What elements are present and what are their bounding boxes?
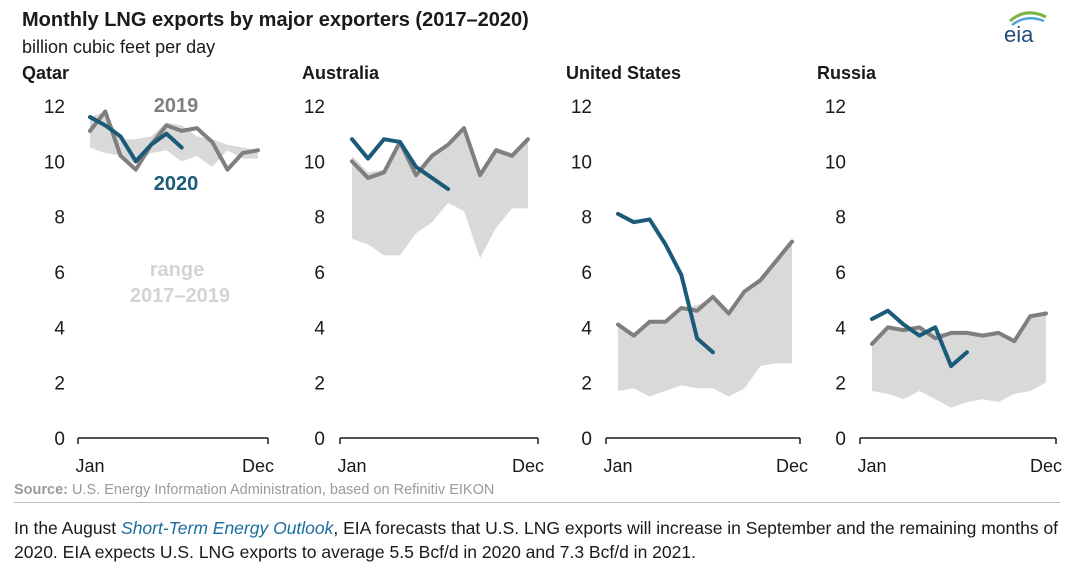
x-tick-label: Jan — [857, 456, 886, 476]
source-label: Source: — [14, 482, 68, 498]
label-range: range — [150, 259, 204, 281]
chart-title: Monthly LNG exports by major exporters (… — [22, 9, 529, 31]
y-tick-label: 10 — [304, 152, 325, 173]
y-tick-label: 12 — [44, 97, 65, 118]
y-tick-label: 4 — [54, 318, 65, 339]
label-range-years: 2017–2019 — [130, 285, 230, 307]
y-tick-label: 8 — [835, 208, 846, 229]
x-tick-label: Dec — [1030, 456, 1062, 476]
y-tick-label: 2 — [581, 374, 592, 395]
series-line-2020 — [350, 137, 450, 191]
y-tick-label: 2 — [314, 374, 325, 395]
eia-logo-text: eia — [1004, 22, 1034, 47]
series-line-2020 — [870, 308, 969, 369]
y-tick-label: 6 — [54, 263, 65, 284]
y-tick-label: 4 — [581, 318, 592, 339]
source-text: U.S. Energy Information Administration, … — [68, 482, 495, 498]
panel-title: Qatar — [22, 63, 69, 83]
y-tick-label: 4 — [835, 318, 846, 339]
eia-logo-arc-green — [1009, 11, 1047, 23]
y-tick-label: 8 — [581, 208, 592, 229]
eia-logo: eia — [1004, 11, 1047, 47]
series-line-2020 — [616, 211, 715, 355]
y-tick-label: 6 — [314, 263, 325, 284]
panel-australia: Australia 0 2 4 6 8 10 12 Jan Dec — [302, 63, 544, 476]
panel-qatar: Qatar 0 2 4 6 8 10 12 Jan Dec 2019 2020 range 2017–20… — [22, 63, 274, 476]
y-tick-label: 0 — [54, 429, 65, 450]
y-tick-label: 4 — [314, 318, 325, 339]
y-tick-label: 12 — [304, 97, 325, 118]
y-tick-label: 2 — [54, 374, 65, 395]
x-tick-label: Jan — [337, 456, 366, 476]
x-tick-label: Dec — [512, 456, 544, 476]
range-band — [618, 241, 792, 397]
y-tick-label: 12 — [825, 97, 846, 118]
y-tick-label: 10 — [825, 152, 846, 173]
y-tick-label: 6 — [581, 263, 592, 284]
panel-title: United States — [566, 63, 681, 83]
caption: In the August Short-Term Energy Outlook,… — [14, 516, 1064, 564]
y-tick-label: 2 — [835, 374, 846, 395]
caption-intro: In the August — [14, 518, 122, 538]
panel-title: Australia — [302, 63, 380, 83]
y-tick-label: 8 — [54, 208, 65, 229]
steo-link[interactable]: Short-Term Energy Outlook — [121, 518, 334, 538]
y-tick-label: 12 — [571, 97, 592, 118]
y-tick-label: 8 — [314, 208, 325, 229]
source-note: Source: U.S. Energy Information Administ… — [14, 482, 494, 498]
y-tick-label: 6 — [835, 263, 846, 284]
x-tick-label: Dec — [776, 456, 808, 476]
y-tick-label: 10 — [44, 152, 65, 173]
panel-title: Russia — [817, 63, 877, 83]
range-band — [352, 128, 528, 259]
y-tick-label: 10 — [571, 152, 592, 173]
caption-body: , EIA forecasts that U.S. LNG exports wi… — [14, 518, 1059, 562]
panel-united-states: United States 0 2 4 6 8 10 12 Jan Dec — [566, 63, 808, 476]
x-tick-label: Jan — [603, 456, 632, 476]
series-line-2019 — [350, 126, 530, 180]
chart-subtitle: billion cubic feet per day — [22, 37, 216, 57]
y-tick-label: 0 — [314, 429, 325, 450]
y-tick-label: 0 — [581, 429, 592, 450]
x-tick-label: Jan — [75, 456, 104, 476]
label-2020: 2020 — [154, 173, 199, 195]
series-line-2019 — [88, 109, 260, 172]
series-line-2019 — [870, 311, 1048, 346]
footer-divider — [14, 502, 1060, 503]
x-tick-label: Dec — [242, 456, 274, 476]
y-tick-label: 0 — [835, 429, 846, 450]
series-line-2019 — [616, 239, 794, 338]
series-line-2020 — [88, 115, 184, 164]
eia-logo-arc-blue — [1011, 17, 1045, 27]
panel-russia: Russia 0 2 4 6 8 10 12 Jan Dec — [817, 63, 1062, 476]
label-2019: 2019 — [154, 95, 199, 117]
